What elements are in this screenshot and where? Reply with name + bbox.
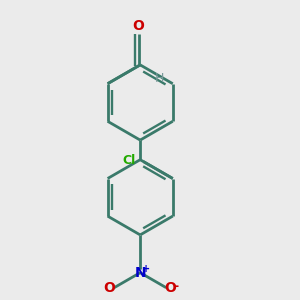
Text: O: O [164,281,176,296]
Text: H: H [155,72,164,85]
Text: O: O [103,281,115,296]
Text: N: N [134,266,146,280]
Text: +: + [142,264,150,274]
Text: -: - [173,280,178,292]
Text: Cl: Cl [122,154,135,167]
Text: O: O [133,19,145,33]
